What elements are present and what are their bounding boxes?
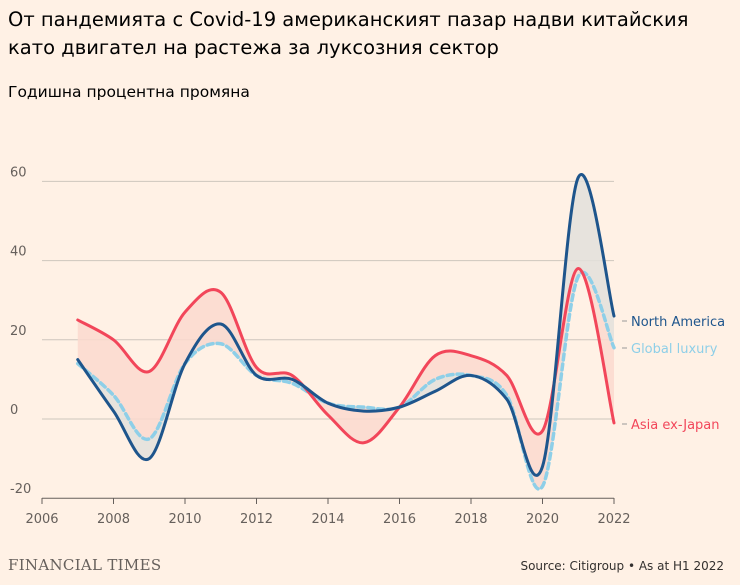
chart-subtitle: Годишна процентна промяна [8, 83, 250, 101]
ft-logo: FINANCIAL TIMES [8, 556, 162, 574]
x-tick-label: 2018 [454, 512, 487, 527]
y-tick-label: 40 [10, 245, 27, 260]
series-line-north-america [76, 172, 616, 477]
x-tick-label: 2022 [597, 512, 630, 527]
y-tick-label: -20 [10, 482, 31, 497]
y-tick-label: 0 [10, 403, 18, 418]
shaded-area [77, 268, 614, 490]
x-tick-label: 2006 [25, 512, 58, 527]
legend-label: North America [631, 315, 725, 330]
x-tick-label: 2010 [168, 512, 201, 527]
series-line-asia-ex-japan [76, 267, 616, 445]
x-tick-label: 2012 [240, 512, 273, 527]
chart-title: От пандемията с Covid-19 американският п… [8, 8, 689, 59]
source-note: Source: Citigroup • As at H1 2022 [520, 559, 724, 573]
x-tick-label: 2014 [311, 512, 344, 527]
legend-label: Global luxury [631, 342, 718, 357]
x-tick-label: 2016 [383, 512, 416, 527]
y-tick-label: 20 [10, 324, 27, 339]
x-tick-label: 2020 [526, 512, 559, 527]
legend-label: Asia ex-Japan [631, 418, 720, 433]
x-tick-label: 2008 [97, 512, 130, 527]
y-tick-label: 60 [10, 165, 27, 180]
series-line-global-luxury [76, 271, 616, 491]
